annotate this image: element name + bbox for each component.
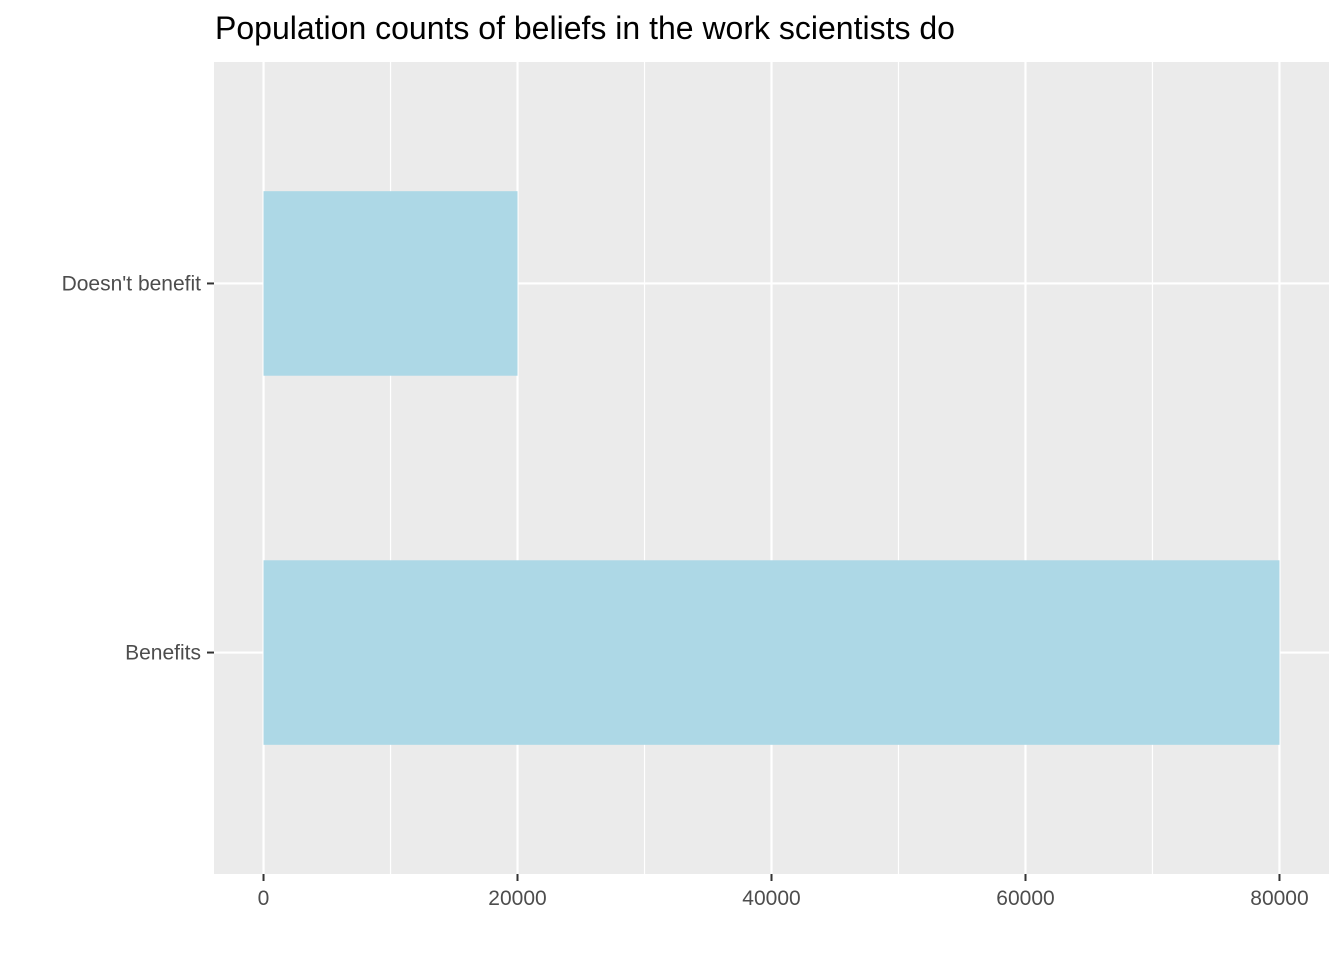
bar-benefits	[263, 560, 1280, 745]
x-tick-label: 80000	[1250, 887, 1308, 910]
bars	[263, 191, 1280, 745]
x-tick-label: 40000	[742, 887, 800, 910]
y-tick-label: Doesn't benefit	[62, 272, 202, 295]
x-tick-label: 20000	[488, 887, 546, 910]
bar-doesn-t-benefit	[263, 191, 518, 376]
y-axis: Doesn't benefit Benefits	[62, 272, 214, 665]
x-axis: 0 20000 40000 60000 80000	[258, 874, 1309, 910]
x-tick-label: 60000	[996, 887, 1054, 910]
chart-title: Population counts of beliefs in the work…	[215, 10, 955, 46]
x-tick-label: 0	[258, 887, 270, 910]
y-tick-label: Benefits	[125, 642, 201, 665]
